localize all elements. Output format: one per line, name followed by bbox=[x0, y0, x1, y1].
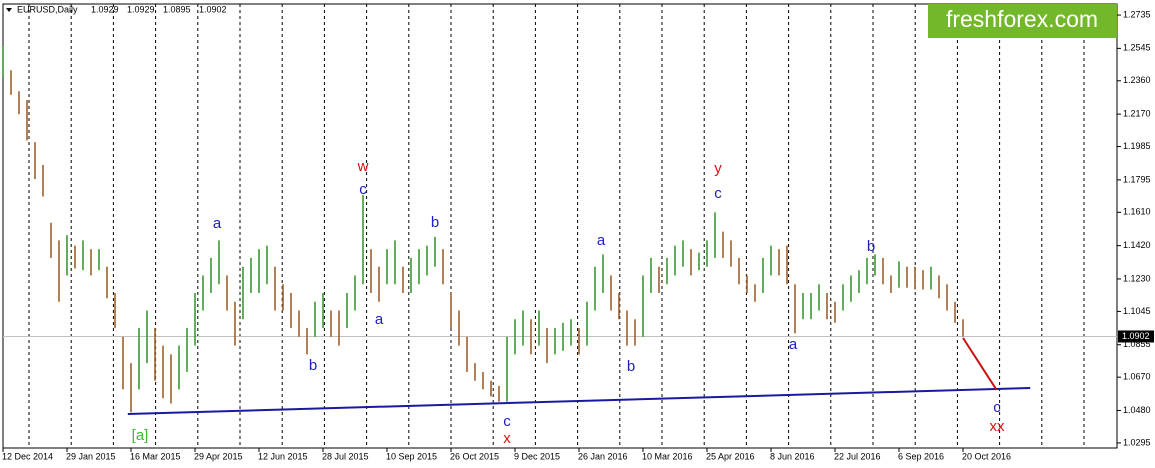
x-tick-label: 10 Sep 2015 bbox=[386, 451, 437, 461]
ohlc-value: 1.0929 bbox=[91, 4, 119, 14]
x-tick-label: 16 Mar 2015 bbox=[130, 451, 181, 461]
wave-label: [a] bbox=[132, 427, 149, 444]
wave-label: b bbox=[627, 358, 635, 375]
wave-label: a bbox=[789, 336, 798, 353]
wave-label: xx bbox=[990, 418, 1006, 435]
y-tick-label: 1.1795 bbox=[1123, 174, 1151, 184]
x-tick-label: 29 Apr 2015 bbox=[194, 451, 243, 461]
y-tick-label: 1.1420 bbox=[1123, 240, 1151, 250]
plot-frame bbox=[2, 3, 1118, 449]
brand-box bbox=[928, 4, 1117, 38]
wave-label: c bbox=[503, 413, 511, 430]
x-tick-label: 20 Oct 2016 bbox=[962, 451, 1011, 461]
x-tick-label: 6 Sep 2016 bbox=[898, 451, 944, 461]
x-tick-label: 22 Jul 2016 bbox=[834, 451, 881, 461]
y-tick-label: 1.0670 bbox=[1123, 372, 1151, 382]
ohlc-value: 1.0895 bbox=[163, 4, 191, 14]
y-tick-label: 1.2545 bbox=[1123, 43, 1151, 53]
brand: freshforex.com bbox=[946, 6, 1098, 32]
x-tick-label: 12 Dec 2014 bbox=[2, 451, 53, 461]
wave-label: c bbox=[359, 181, 367, 198]
period-separators bbox=[28, 4, 1085, 448]
wave-label: b bbox=[867, 238, 875, 255]
wave-label: y bbox=[714, 160, 722, 177]
y-tick-label: 1.0295 bbox=[1123, 437, 1151, 447]
x-tick-label: 25 Apr 2016 bbox=[706, 451, 755, 461]
wave-label: c bbox=[714, 185, 722, 202]
ohlc-values: 1.0929 1.0929 1.0895 1.0902 bbox=[91, 4, 227, 14]
wave-label: b bbox=[309, 357, 317, 374]
wave-label: b bbox=[431, 214, 439, 231]
x-tick-label: 10 Mar 2016 bbox=[642, 451, 693, 461]
y-tick-label: 1.1610 bbox=[1123, 207, 1151, 217]
x-tick-label: 28 Jul 2015 bbox=[322, 451, 369, 461]
wave-label: a bbox=[375, 311, 384, 328]
y-tick-label: 1.1230 bbox=[1123, 273, 1151, 283]
wave-label: c bbox=[993, 399, 1001, 416]
ohlc-value: 1.0929 bbox=[127, 4, 155, 14]
wave-label: w bbox=[357, 158, 369, 175]
x-tick-label: 26 Jan 2016 bbox=[578, 451, 628, 461]
x-tick-label: 9 Dec 2015 bbox=[514, 451, 560, 461]
trend-line bbox=[127, 387, 1031, 415]
dropdown-icon[interactable] bbox=[6, 8, 12, 12]
x-tick-label: 29 Jan 2015 bbox=[66, 451, 116, 461]
wave-label: a bbox=[597, 232, 606, 249]
y-tick-label: 1.2170 bbox=[1123, 108, 1151, 118]
price-label-box bbox=[1118, 330, 1154, 343]
symbol: EURUSD,Daily bbox=[17, 4, 78, 14]
y-tick-label: 1.2360 bbox=[1123, 75, 1151, 85]
y-tick-label: 1.0855 bbox=[1123, 339, 1151, 349]
x-tick-label: 12 Jun 2015 bbox=[258, 451, 308, 461]
trend-line bbox=[962, 337, 998, 391]
x-tick-label: 26 Oct 2015 bbox=[450, 451, 499, 461]
wave-label: x bbox=[503, 430, 511, 447]
wave-label: a bbox=[213, 215, 222, 232]
y-tick-label: 1.2735 bbox=[1123, 9, 1151, 19]
y-tick-label: 1.0480 bbox=[1123, 405, 1151, 415]
x-tick-label: 8 Jun 2016 bbox=[770, 451, 815, 461]
y-tick-label: 1.1045 bbox=[1123, 306, 1151, 316]
price-label: 1.0902 bbox=[1122, 331, 1150, 341]
y-tick-label: 1.1985 bbox=[1123, 141, 1151, 151]
ohlc-value: 1.0902 bbox=[199, 4, 227, 14]
